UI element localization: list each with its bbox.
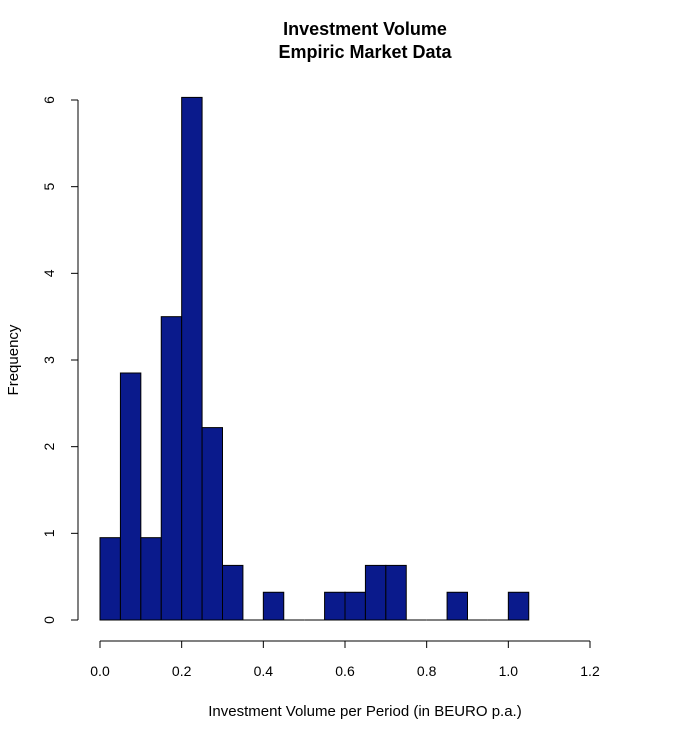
chart-title-line-2: Empiric Market Data — [278, 42, 452, 62]
chart-title-line-1: Investment Volume — [283, 19, 447, 39]
x-axis-label: Investment Volume per Period (in BEURO p… — [208, 703, 521, 720]
y-tick-label: 4 — [41, 269, 57, 277]
histogram-bar — [160, 316, 183, 621]
x-tick-label: 0.0 — [90, 663, 110, 679]
x-tick-label: 0.4 — [254, 663, 274, 679]
x-tick-label: 1.2 — [580, 663, 600, 679]
x-axis: 0.0 0.2 0.4 0.6 0.8 1.0 1.2 — [90, 640, 600, 679]
x-tick-label: 0.8 — [417, 663, 437, 679]
histogram-bar — [140, 537, 162, 621]
histogram-bar — [385, 564, 407, 621]
histogram-bar — [181, 96, 203, 621]
y-axis-label: Frequency — [5, 324, 22, 395]
histogram-bar — [364, 564, 387, 621]
histogram-bar — [324, 591, 346, 621]
y-tick-label: 2 — [41, 443, 57, 451]
y-tick-label: 5 — [41, 183, 57, 191]
y-axis: 0 1 2 3 4 5 6 — [41, 96, 79, 624]
histogram-bar — [262, 591, 285, 621]
histogram-bar — [201, 427, 223, 621]
y-tick-label: 0 — [41, 616, 57, 624]
x-tick-label: 0.6 — [335, 663, 355, 679]
histogram-bar — [344, 591, 366, 621]
histogram-bars — [99, 96, 530, 621]
y-tick-label: 6 — [41, 96, 57, 104]
x-tick-label: 0.2 — [172, 663, 192, 679]
histogram-bar — [507, 591, 530, 621]
histogram-bar — [99, 537, 121, 621]
histogram-bar — [119, 372, 142, 621]
y-tick-label: 1 — [41, 529, 57, 537]
histogram-bar — [446, 591, 469, 621]
x-tick-label: 1.0 — [499, 663, 519, 679]
y-tick-label: 3 — [41, 356, 57, 364]
histogram-bar — [222, 564, 244, 621]
